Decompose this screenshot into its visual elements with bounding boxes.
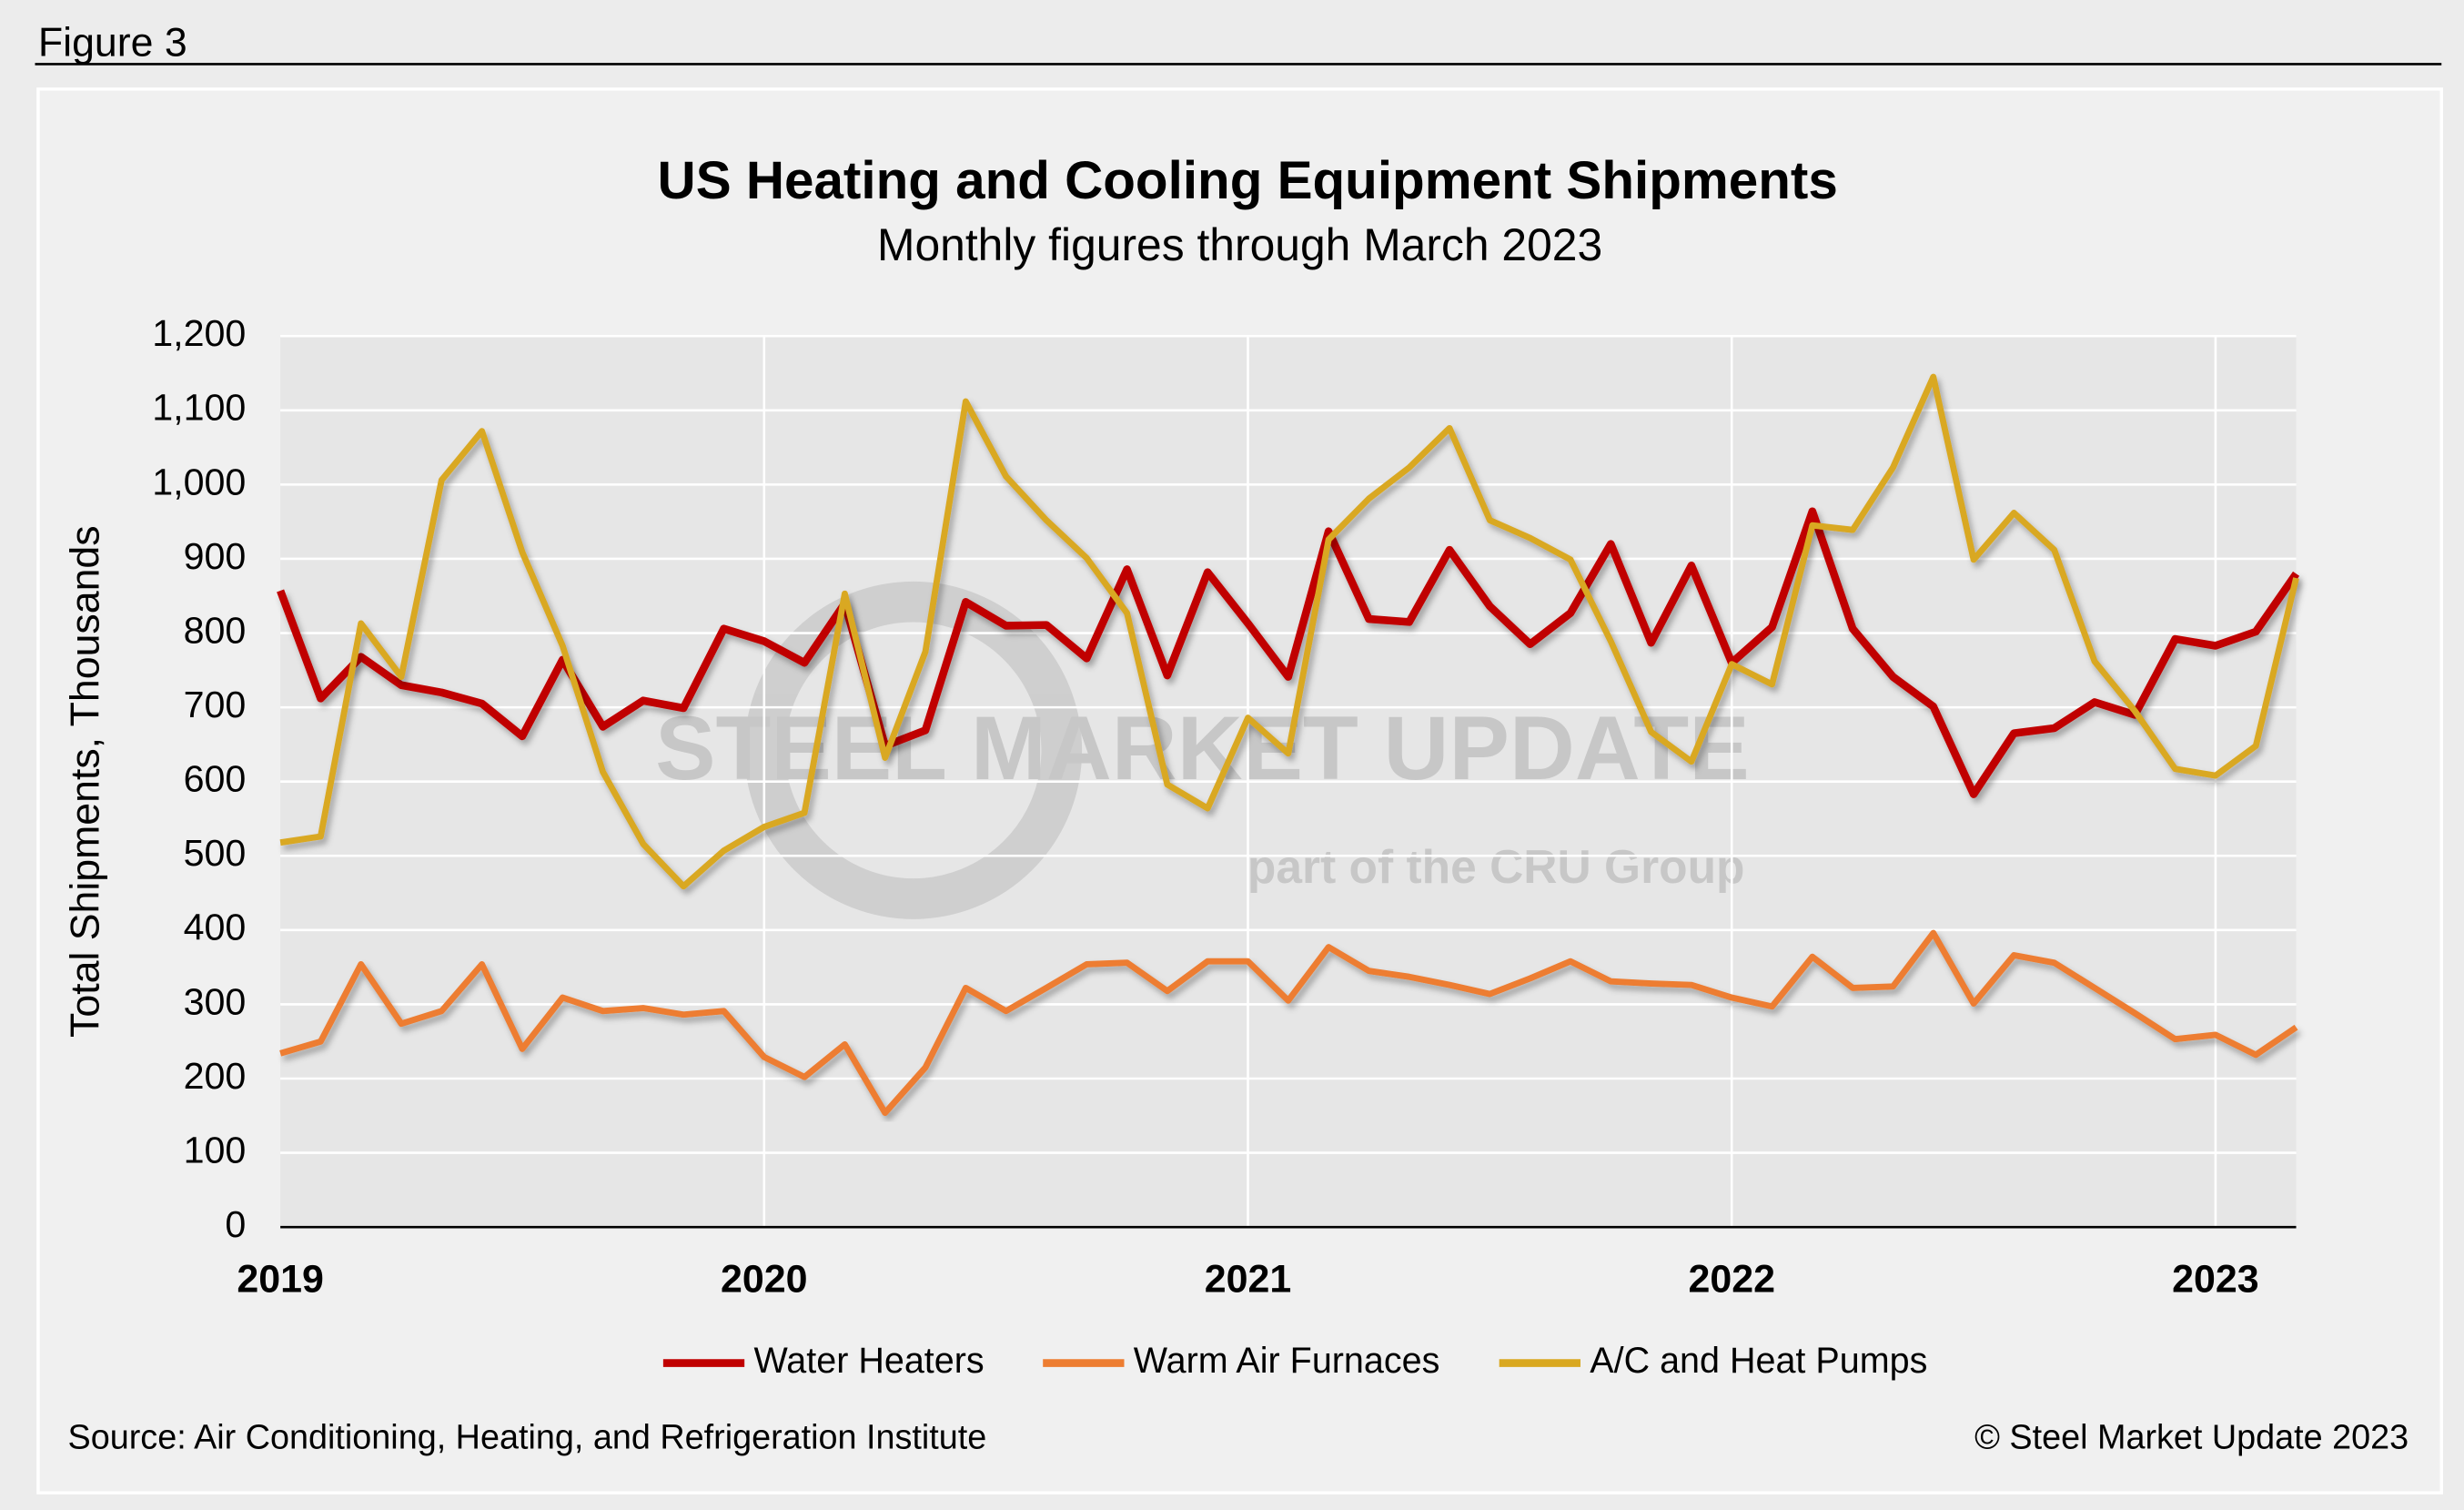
- chart-subtitle: Monthly figures through March 2023: [877, 219, 1602, 270]
- y-tick-label: 100: [184, 1129, 247, 1171]
- x-tick-label: 2021: [1205, 1258, 1292, 1302]
- legend-label: A/C and Heat Pumps: [1590, 1341, 1927, 1381]
- source: Source: Air Conditioning, Heating, and R…: [68, 1419, 987, 1457]
- y-tick-label: 800: [184, 609, 247, 651]
- y-tick-label: 500: [184, 832, 247, 874]
- y-tick-label: 700: [184, 684, 247, 725]
- x-tick-label: 2023: [2172, 1258, 2259, 1302]
- series-line: [279, 929, 2298, 1117]
- y-tick-label: 1,100: [152, 387, 246, 429]
- y-tick-label: 0: [225, 1203, 246, 1245]
- y-tick-label: 1,200: [152, 312, 246, 354]
- legend-label: Warm Air Furnaces: [1134, 1341, 1440, 1381]
- series-line: [277, 507, 2300, 798]
- x-tick-label: 2020: [721, 1258, 808, 1302]
- copyright: © Steel Market Update 2023: [1974, 1419, 2408, 1457]
- y-tick-label: 1,000: [152, 461, 246, 502]
- y-tick-label: 300: [184, 980, 247, 1022]
- x-tick-label: 2022: [1688, 1258, 1774, 1302]
- y-tick-label: 400: [184, 907, 247, 948]
- y-axis-label: Total Shipments, Thousands: [64, 525, 108, 1037]
- y-tick-label: 200: [184, 1055, 247, 1097]
- legend-label: Water Heaters: [753, 1341, 984, 1381]
- chart-title: US Heating and Cooling Equipment Shipmen…: [658, 151, 1838, 210]
- series-line: [279, 373, 2299, 890]
- y-tick-label: 600: [184, 758, 247, 800]
- watermark-sub: part of the CRU Group: [1247, 840, 1745, 893]
- figure-label: Figure 3: [38, 21, 187, 66]
- y-tick-label: 900: [184, 535, 247, 577]
- x-tick-label: 2019: [237, 1258, 324, 1302]
